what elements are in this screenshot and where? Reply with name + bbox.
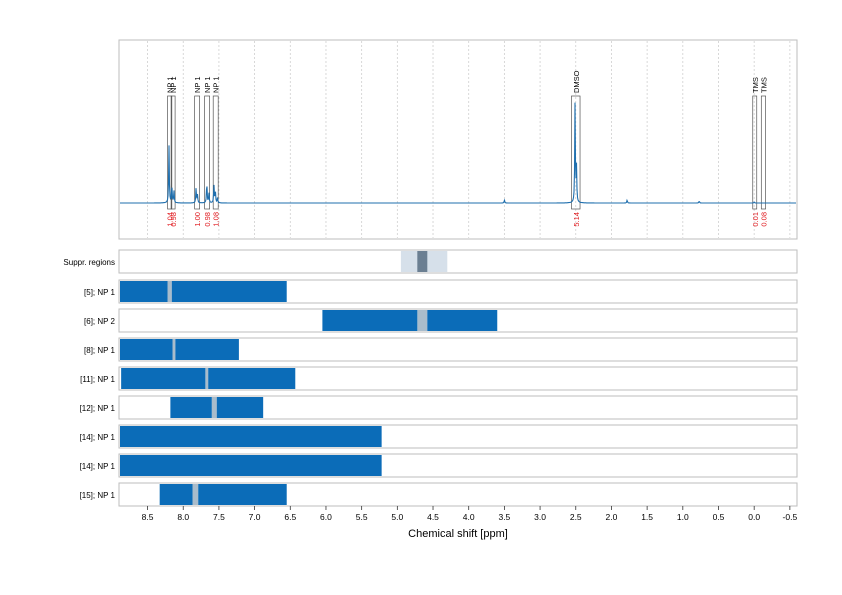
range-row: [5]; NP 1 (84, 279, 798, 304)
integral-value: 0.98 (169, 212, 178, 227)
range-gap (417, 310, 428, 331)
annotation-box (212, 95, 219, 210)
annotation-label: NP 1 (166, 76, 175, 93)
integral-value: 1.00 (193, 212, 202, 227)
row-label: [14]; NP 1 (80, 433, 116, 442)
x-tick-label: 2.5 (570, 512, 582, 522)
x-tick-label: 0.5 (713, 512, 725, 522)
range-bar (427, 310, 498, 331)
range-bar (175, 339, 239, 360)
range-row: [8]; NP 1 (84, 337, 798, 362)
spectrum-line (120, 102, 796, 204)
x-tick-label: 6.0 (320, 512, 332, 522)
range-row: [14]; NP 1 (80, 424, 798, 449)
annotation-label: NP 1 (169, 76, 178, 93)
x-tick-label: 3.0 (534, 512, 546, 522)
range-bar (121, 368, 206, 389)
range-bar (170, 397, 212, 418)
range-bar (159, 484, 193, 505)
suppr-region-inner (417, 251, 428, 272)
suppr-regions-frame (118, 249, 798, 274)
annotation-label: NP 1 (212, 76, 221, 93)
x-axis-label: Chemical shift [ppm] (408, 528, 508, 540)
annotation-box (204, 95, 210, 210)
range-row: [12]; NP 1 (80, 395, 798, 420)
x-tick-label: 1.5 (641, 512, 653, 522)
range-row: [6]; NP 2 (84, 308, 798, 333)
x-tick-label: 8.0 (177, 512, 189, 522)
range-row: [11]; NP 1 (80, 366, 798, 391)
suppr-regions-panel: Suppr. regions (63, 249, 798, 274)
row-label: [12]; NP 1 (80, 404, 116, 413)
x-tick-label: 7.0 (249, 512, 261, 522)
range-gap (205, 368, 209, 389)
range-bar (120, 339, 173, 360)
spectrum-gridlines (147, 41, 791, 238)
row-frame (118, 279, 798, 304)
x-tick-label: 4.0 (463, 512, 475, 522)
x-tick-label: 4.5 (427, 512, 439, 522)
range-bar (198, 484, 287, 505)
x-tick-label: 6.5 (284, 512, 296, 522)
x-tick-label: -0.5 (783, 512, 798, 522)
x-axis: 8.5 8.0 7.5 7.0 6.5 6.0 5.5 5.0 4.5 4.0 3.5 3.0 2.5 2… (142, 506, 798, 522)
annotation-box (571, 95, 581, 210)
range-gap (167, 281, 172, 302)
annotation-box (194, 95, 200, 210)
annotation-label: DMSO (572, 70, 581, 93)
range-gap (192, 484, 199, 505)
integral-value: 0.98 (203, 212, 212, 227)
range-bar (216, 397, 264, 418)
range-bar (208, 368, 296, 389)
x-tick-label: 5.5 (356, 512, 368, 522)
range-row: [14]; NP 1 (80, 453, 798, 478)
x-tick-label: 5.0 (391, 512, 403, 522)
spectrum-frame (118, 39, 798, 240)
x-tick-label: 8.5 (142, 512, 154, 522)
range-gap (211, 397, 217, 418)
row-frame (118, 337, 798, 362)
range-bar (322, 310, 418, 331)
range-gap (172, 339, 176, 360)
row-label: [14]; NP 1 (80, 462, 116, 471)
x-tick-label: 7.5 (213, 512, 225, 522)
range-bar (120, 281, 168, 302)
range-bar (120, 426, 382, 447)
integral-value: 0.01 (751, 212, 760, 227)
x-tick-label: 2.0 (606, 512, 618, 522)
range-bar (120, 455, 382, 476)
annotation-box (170, 95, 176, 210)
annotation-label: NP 1 (203, 76, 212, 93)
x-tick-label: 0.0 (748, 512, 760, 522)
row-label: [11]; NP 1 (80, 375, 115, 384)
integral-value: 1.08 (212, 212, 221, 227)
annotation-label: TMS (751, 77, 760, 93)
x-tick-label: 1.0 (677, 512, 689, 522)
integral-value: 5.14 (572, 212, 581, 227)
suppr-regions-label: Suppr. regions (63, 258, 115, 267)
row-frame (118, 395, 798, 420)
annotation-label: NP 1 (193, 76, 202, 93)
range-rows: [5]; NP 1 [6]; NP 2 [8]; NP 1 [11]; NP 1 [12… (80, 279, 798, 507)
annotation-label: TMS (759, 77, 768, 93)
x-tick-label: 3.5 (498, 512, 510, 522)
row-frame (118, 482, 798, 507)
range-row: [15]; NP 1 (80, 482, 798, 507)
integral-value: 1.04 (166, 212, 175, 227)
range-bar (171, 281, 287, 302)
row-label: [15]; NP 1 (80, 491, 116, 500)
integral-value: 0.08 (759, 212, 768, 227)
row-label: [6]; NP 2 (84, 317, 116, 326)
annotation-box (167, 95, 173, 210)
annotation-box (752, 95, 758, 210)
row-label: [8]; NP 1 (84, 346, 116, 355)
annotation-box (760, 95, 766, 210)
row-label: [5]; NP 1 (84, 288, 116, 297)
